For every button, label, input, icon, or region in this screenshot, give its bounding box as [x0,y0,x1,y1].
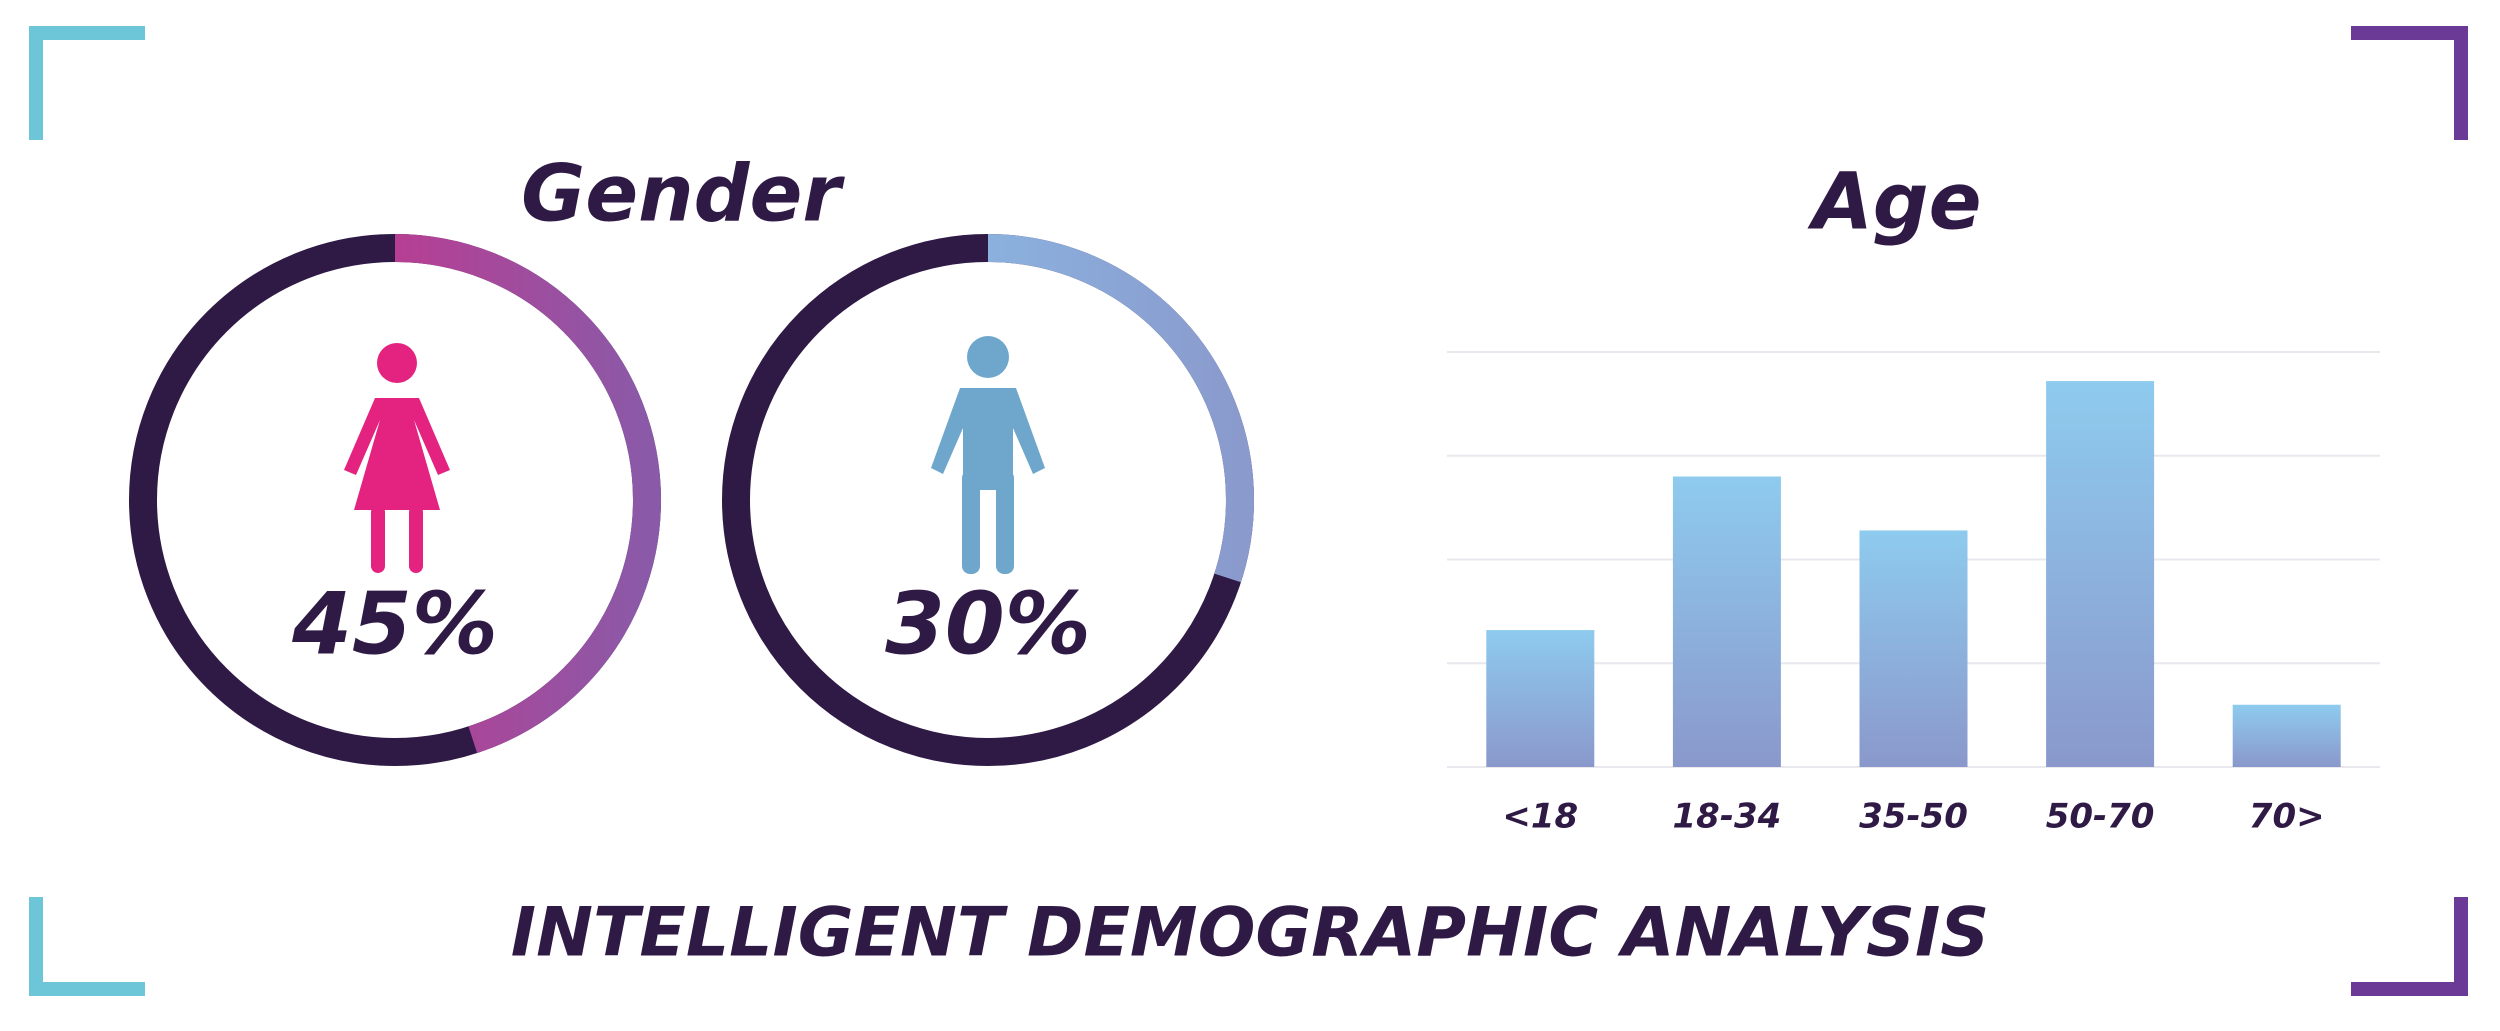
x-tick-label: 35-50 [1859,797,1968,837]
x-tick-label: 50-70 [2046,797,2155,837]
x-tick-label: 18-34 [1673,797,1782,837]
bracket [29,26,145,140]
corner-brackets [29,26,2468,996]
bar [2046,381,2155,767]
age-title: Age [1806,157,1981,247]
x-tick-label: 70> [2249,797,2325,837]
bracket [2351,897,2468,996]
donut-arc [722,234,1254,766]
footer-title: INTELLIGENT DEMOGRAPHIC ANALYSIS [511,894,1989,973]
percent-label: 45% [291,574,498,674]
bar [1672,476,1781,767]
gender-title: Gender [521,149,845,239]
bracket [2351,26,2468,140]
bar [1486,630,1595,767]
donut-arc [129,234,661,766]
male-icon [931,336,1045,574]
bar [2232,704,2341,767]
female-icon [344,343,450,573]
percent-label: 30% [885,574,1091,674]
bar [1859,530,1968,767]
bracket [29,897,145,996]
x-tick-label: <18 [1502,797,1578,837]
